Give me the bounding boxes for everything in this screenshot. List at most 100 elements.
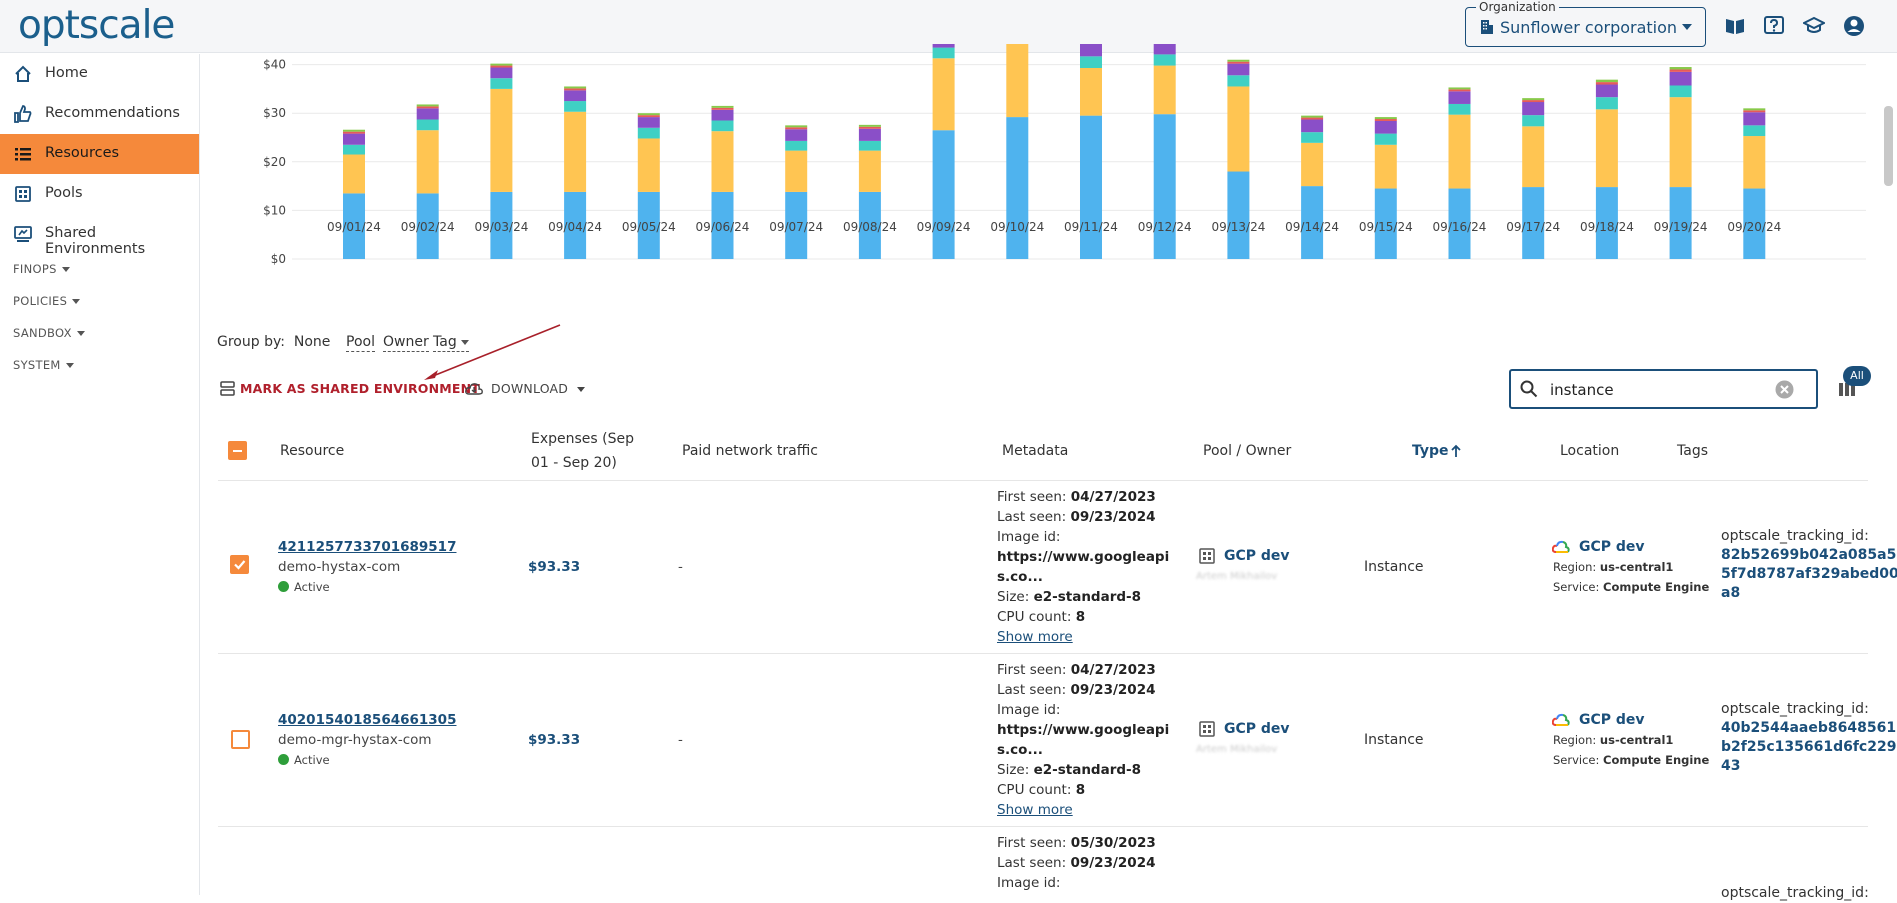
chart-bar-segment[interactable]: [637, 117, 660, 128]
resource-id-link[interactable]: 4020154018564661305: [278, 712, 457, 728]
chart-bar-segment[interactable]: [343, 131, 365, 134]
chart-bar-segment[interactable]: [564, 101, 587, 112]
optscale-logo[interactable]: optscale: [18, 3, 175, 48]
row-checkbox[interactable]: [230, 555, 249, 574]
chart-bar-segment[interactable]: [1522, 100, 1545, 103]
column-header-location[interactable]: Location: [1560, 443, 1620, 459]
chart-bar-segment[interactable]: [1522, 115, 1545, 127]
chart-bar-segment[interactable]: [1153, 54, 1176, 66]
chart-bar-segment[interactable]: [711, 191, 734, 259]
sidebar-group-system[interactable]: SYSTEM: [13, 358, 74, 372]
show-more-link[interactable]: Show more: [997, 629, 1073, 645]
chart-bar-segment[interactable]: [1743, 110, 1766, 113]
chart-bar-segment[interactable]: [1301, 115, 1324, 118]
chart-bar-segment[interactable]: [1595, 84, 1618, 98]
chart-bar-segment[interactable]: [343, 154, 365, 194]
resource-id-link[interactable]: 4211257733701689517: [278, 539, 457, 555]
chart-bar-segment[interactable]: [564, 88, 587, 91]
caret-down-icon[interactable]: [577, 387, 585, 392]
chart-bar-segment[interactable]: [1448, 103, 1471, 115]
chart-bar-segment[interactable]: [1301, 186, 1324, 259]
documentation-icon[interactable]: [1724, 15, 1746, 37]
location-link[interactable]: GCP dev: [1579, 712, 1645, 728]
chart-bar-segment[interactable]: [564, 86, 587, 89]
chart-bar-segment[interactable]: [1743, 188, 1766, 259]
chart-bar-segment[interactable]: [1153, 65, 1176, 115]
chart-bar-segment[interactable]: [1227, 86, 1250, 172]
chart-bar-segment[interactable]: [1448, 87, 1471, 90]
chart-bar-segment[interactable]: [637, 113, 660, 116]
chart-bar-segment[interactable]: [343, 129, 365, 132]
chart-bar-segment[interactable]: [416, 119, 439, 131]
chart-bar-segment[interactable]: [343, 133, 365, 145]
chart-bar-segment[interactable]: [858, 128, 881, 141]
chart-bar-segment[interactable]: [1669, 69, 1692, 72]
chart-bar-segment[interactable]: [785, 150, 808, 192]
chart-bar-segment[interactable]: [858, 126, 881, 129]
sidebar-item-home[interactable]: Home: [0, 54, 199, 94]
chart-bar-segment[interactable]: [1374, 188, 1397, 259]
chart-bar-segment[interactable]: [785, 129, 808, 141]
chart-bar-segment[interactable]: [1743, 136, 1766, 189]
chart-bar-segment[interactable]: [1669, 67, 1692, 70]
location-link[interactable]: GCP dev: [1579, 539, 1645, 555]
chart-bar-segment[interactable]: [711, 120, 734, 132]
chart-bar-segment[interactable]: [343, 193, 365, 259]
chart-bar-segment[interactable]: [416, 104, 439, 107]
group-by-owner[interactable]: Owner: [383, 334, 429, 352]
chart-bar-segment[interactable]: [1448, 89, 1471, 92]
sidebar-group-finops[interactable]: FINOPS: [13, 262, 70, 276]
chart-bar-segment[interactable]: [564, 191, 587, 259]
group-by-pool[interactable]: Pool: [346, 334, 375, 352]
chart-bar-segment[interactable]: [1080, 115, 1102, 259]
chart-bar-segment[interactable]: [1227, 171, 1250, 259]
chart-bar-segment[interactable]: [1448, 91, 1471, 104]
graduation-cap-icon[interactable]: [1803, 15, 1825, 37]
select-all-checkbox[interactable]: [228, 441, 247, 460]
chart-bar-segment[interactable]: [1080, 68, 1102, 116]
chart-bar-segment[interactable]: [785, 191, 808, 259]
chart-bar-segment[interactable]: [932, 58, 955, 131]
chart-bar-segment[interactable]: [637, 138, 660, 192]
chart-bar-segment[interactable]: [1153, 114, 1176, 259]
column-header-expenses[interactable]: Expenses (Sep: [531, 431, 635, 447]
sidebar-item-resources[interactable]: Resources: [0, 134, 199, 174]
chart-bar-segment[interactable]: [1669, 97, 1692, 188]
column-header-resource[interactable]: Resource: [280, 443, 345, 459]
chart-bar-segment[interactable]: [1301, 119, 1324, 133]
chart-bar-segment[interactable]: [1669, 85, 1692, 98]
chart-bar-segment[interactable]: [490, 65, 513, 68]
chart-bar-segment[interactable]: [637, 127, 660, 139]
sidebar-item-shared-environments[interactable]: Shared Environments: [0, 214, 199, 257]
chart-bar-segment[interactable]: [637, 191, 660, 259]
chart-bar-segment[interactable]: [858, 150, 881, 192]
chart-bar-segment[interactable]: [1522, 98, 1545, 101]
chart-bar-segment[interactable]: [711, 105, 734, 108]
columns-icon[interactable]: [1838, 380, 1856, 398]
chart-bar-segment[interactable]: [785, 125, 808, 128]
chart-bar-segment[interactable]: [564, 111, 587, 192]
column-header-pool-owner[interactable]: Pool / Owner: [1203, 443, 1292, 459]
chart-bar-segment[interactable]: [1006, 117, 1029, 259]
group-by-tag[interactable]: Tag: [433, 334, 469, 352]
chart-bar-segment[interactable]: [932, 44, 955, 48]
download-button[interactable]: DOWNLOAD: [491, 381, 569, 396]
chart-bar-segment[interactable]: [858, 124, 881, 127]
chart-bar-segment[interactable]: [1595, 109, 1618, 188]
pool-link[interactable]: GCP dev: [1224, 548, 1290, 564]
chart-bar-segment[interactable]: [1374, 133, 1397, 145]
chart-bar-segment[interactable]: [711, 107, 734, 110]
chart-bar-segment[interactable]: [1743, 112, 1766, 126]
chart-bar-segment[interactable]: [1374, 144, 1397, 189]
chart-bar-segment[interactable]: [932, 130, 955, 259]
column-header-expenses-line2[interactable]: 01 - Sep 20): [531, 455, 617, 471]
chart-bar-segment[interactable]: [1080, 44, 1102, 57]
row-checkbox[interactable]: [231, 730, 250, 749]
organization-selector[interactable]: [1465, 7, 1706, 47]
chart-bar-segment[interactable]: [1080, 56, 1102, 69]
chart-bar-segment[interactable]: [711, 109, 734, 121]
chart-bar-segment[interactable]: [637, 115, 660, 118]
chart-bar-segment[interactable]: [1006, 44, 1029, 118]
chart-bar-segment[interactable]: [1448, 188, 1471, 259]
chart-bar-segment[interactable]: [1522, 102, 1545, 116]
